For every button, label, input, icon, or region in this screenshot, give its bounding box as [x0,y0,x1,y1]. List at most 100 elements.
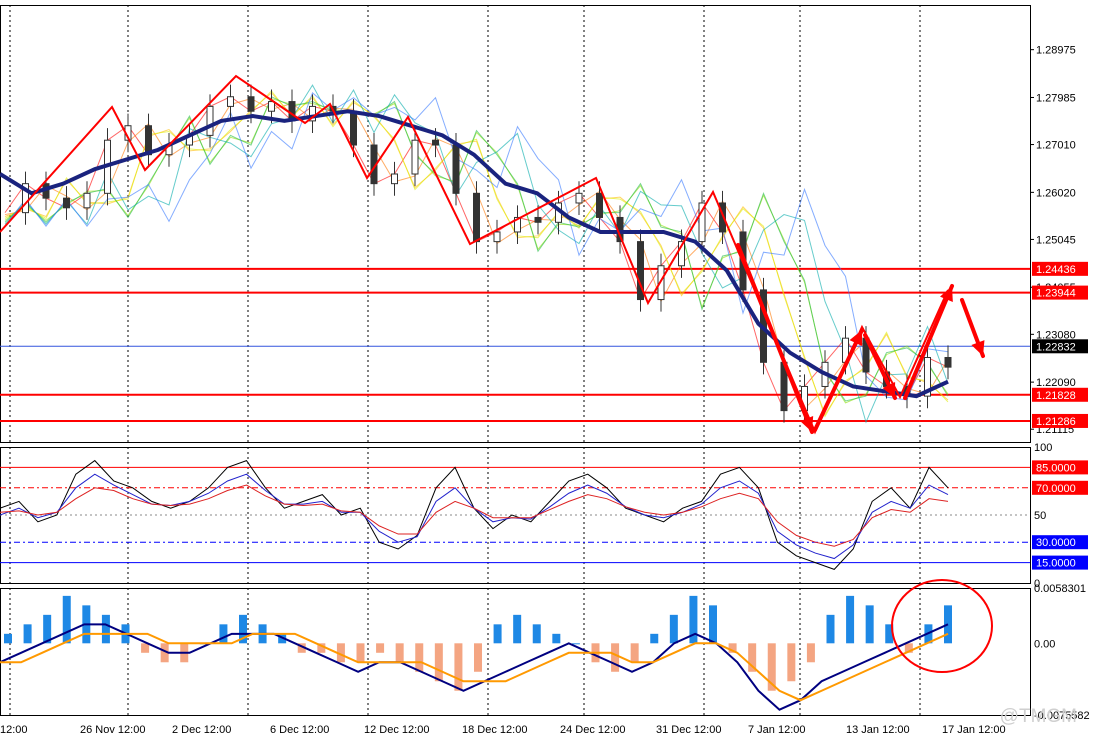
macd-histogram-bar [454,643,463,691]
macd-histogram-bar [787,643,796,682]
candle-body [575,192,583,204]
macd-histogram-bar [297,643,306,653]
macd-histogram-bar [141,643,150,653]
macd-histogram-bar [669,614,678,644]
level-badge [1032,339,1088,354]
date-label: 13 Jan 12:00 [846,724,910,736]
price-tick-label: 1.27010 [1036,140,1076,152]
candle-body [719,202,726,233]
macd-line-0 [0,623,949,711]
panel-border-0 [0,5,1031,443]
candle-body [206,105,214,136]
ma-ribbon [4,92,949,401]
price-tick-label: 1.27985 [1036,92,1076,104]
macd-histogram-bar [513,614,522,644]
macd-histogram-bar [395,643,404,663]
macd-histogram-bar [709,605,717,644]
macd-histogram-bar [728,643,737,653]
stoch-level-badge [1032,535,1088,550]
date-label: 24 Dec 12:00 [560,724,625,736]
candle-body [698,202,706,243]
level-badge-label: 1.23944 [1036,288,1076,300]
date-label: 31 Dec 12:00 [656,724,721,736]
candle-body [268,101,275,112]
level-badge-label: 1.22832 [1036,341,1076,353]
level-badge-label: 1.24436 [1036,264,1076,276]
macd-histogram-bar [415,643,424,672]
macd-histogram-bar [806,643,815,663]
ma-ribbon [4,96,949,402]
arrow-down-3-head [971,340,985,356]
date-label: 7 Jan 12:00 [748,724,806,736]
macd-histogram-bar [885,624,894,644]
macd-histogram-bar [865,605,874,644]
arrow-down-1-head [800,416,814,432]
candle-body [63,197,70,209]
macd-histogram-bar [4,633,12,644]
arrow-up-1 [813,328,864,432]
macd-histogram-bar [160,643,169,663]
macd-histogram-bar [689,595,698,644]
stoch-level-label: 15.0000 [1036,558,1076,570]
watermark-text: @TMGM [999,706,1077,727]
level-badge [1032,387,1088,402]
arrow-down-1 [736,243,814,434]
macd-histogram-bar [62,595,71,644]
date-label: 12:00 [0,724,28,736]
stoch-tick-label: 100 [1034,442,1052,454]
stoch-level-label: 85.0000 [1036,462,1076,474]
candle-body [350,110,357,146]
macd-tick-label: -0.0075582 [1034,710,1090,722]
date-label: 6 Dec 12:00 [270,724,329,736]
macd-histogram-bar [434,643,443,682]
candle-body [596,192,603,218]
candle-body [944,356,952,368]
candle-body [432,139,439,146]
stoch-level-badge [1032,480,1088,495]
price-tick-label: 1.28975 [1036,45,1076,57]
macd-histogram-bar [767,643,776,691]
macd-histogram-bar [532,624,541,644]
candle-body [309,105,316,122]
level-badge-label: 1.21828 [1036,390,1076,402]
macd-histogram-bar [611,643,620,672]
macd-histogram-bar [904,643,913,653]
candle-body [247,96,255,112]
date-label: 2 Dec 12:00 [172,724,231,736]
highlight-circle [891,579,993,673]
level-badge [1032,285,1088,300]
macd-histogram-bar [846,595,855,644]
price-tick-label: 1.25045 [1036,234,1076,246]
candle-body [391,173,398,185]
candle-body [473,192,480,243]
macd-histogram-bar [239,614,247,644]
macd-histogram-bar [748,643,757,672]
macd-tick-label: 0.00 [1034,638,1055,650]
candle-body [678,241,685,267]
arrow-up-1-head [849,330,863,346]
macd-histogram-bar [826,614,835,644]
candle-body [493,231,501,243]
candle-body [637,241,644,301]
macd-histogram-bar [356,643,365,663]
macd-line-1 [0,632,949,702]
candle-body [411,139,419,175]
macd-histogram-bar [43,614,52,644]
macd-histogram-bar [101,614,110,644]
level-badge [1032,413,1088,428]
date-label: 17 Jan 12:00 [942,724,1006,736]
arrow-up-2 [903,284,954,400]
macd-histogram-bar [552,633,561,644]
macd-histogram-bar [571,643,580,645]
ema-line [0,109,949,399]
macd-histogram-bar [493,624,502,644]
candle-body [22,183,29,214]
arrow-down-2-head [882,382,896,398]
macd-histogram-bar [219,624,228,644]
stoch-line-2 [0,484,949,547]
candle-body [514,216,521,233]
stoch-level-badge [1032,555,1088,570]
candle-body [534,216,542,223]
stoch-tick-label: 50 [1034,510,1046,522]
